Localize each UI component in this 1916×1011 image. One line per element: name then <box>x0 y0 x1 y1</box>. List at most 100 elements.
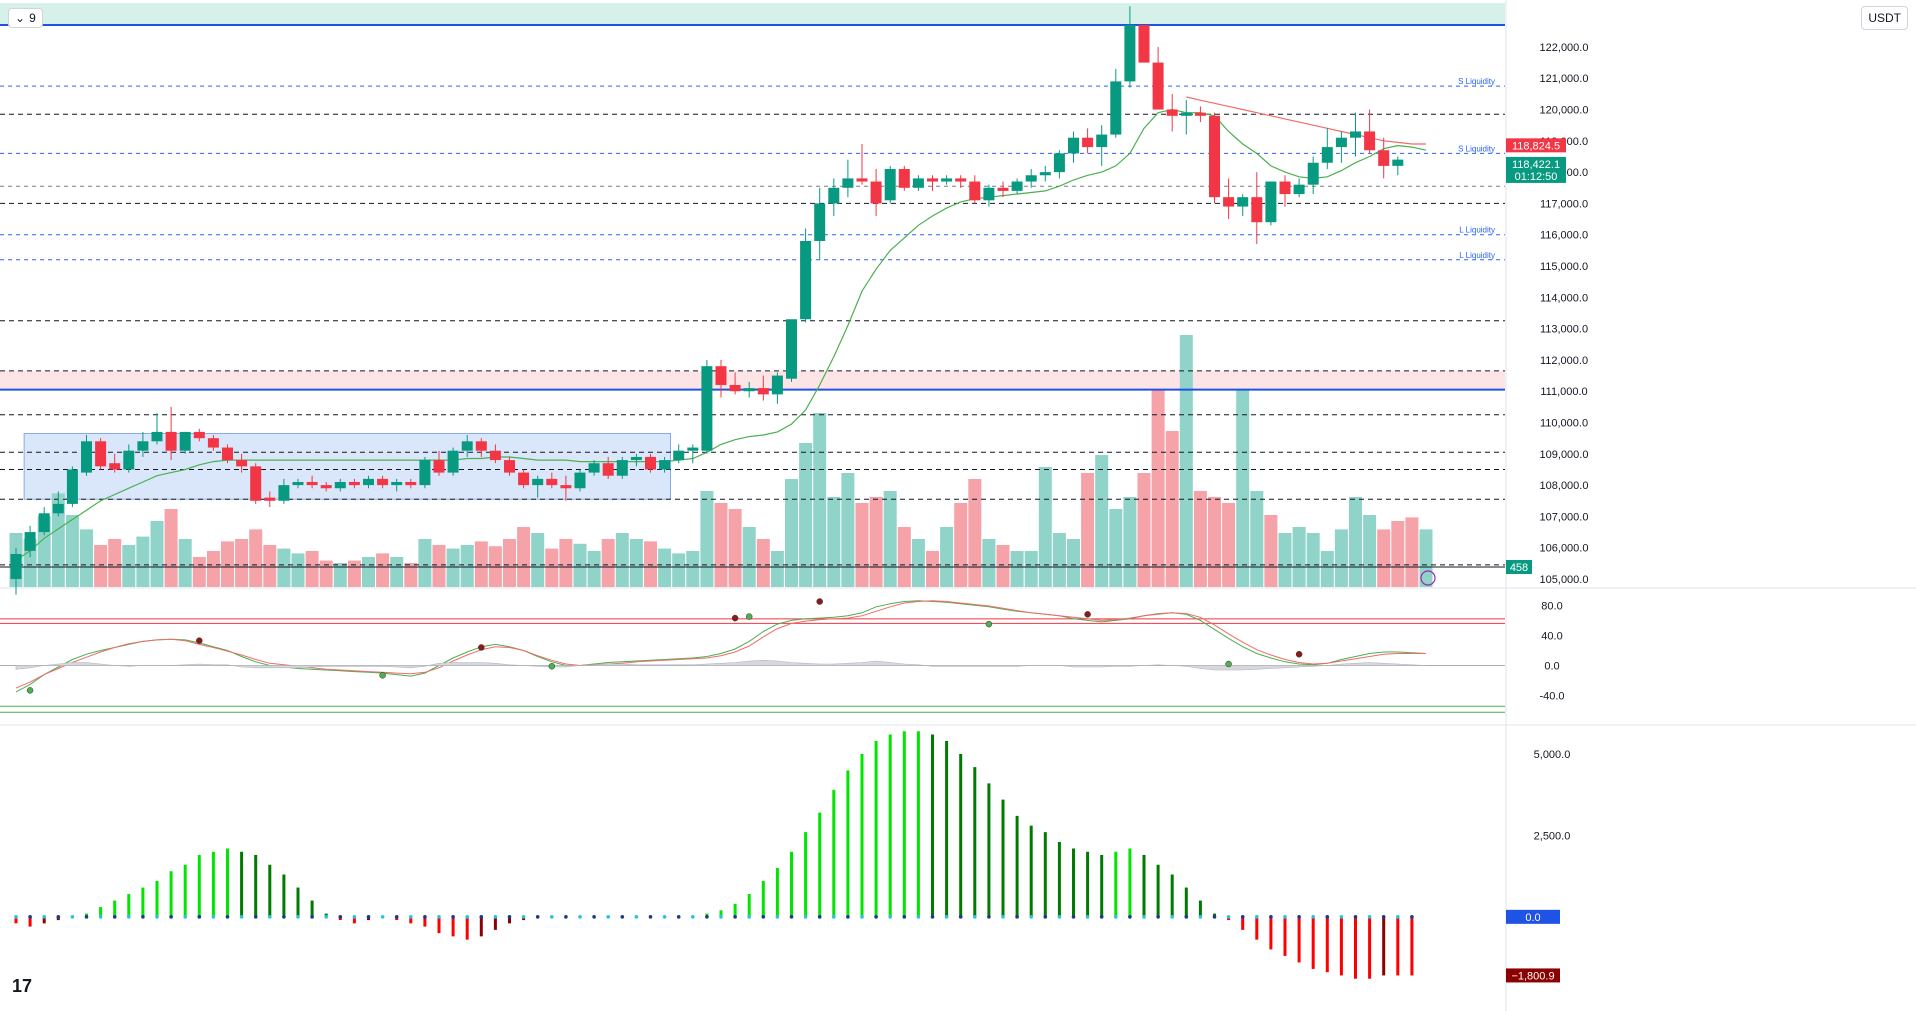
signal-dot <box>747 915 751 919</box>
signal-dot <box>1381 915 1386 919</box>
volume-bar <box>742 527 756 587</box>
signal-dot <box>127 915 131 919</box>
candle <box>264 491 276 508</box>
signal-dot <box>832 915 836 919</box>
candle-body <box>1110 81 1122 135</box>
candle-body <box>377 478 389 486</box>
candle <box>433 450 445 476</box>
volume-bar <box>390 557 404 587</box>
volume-bar <box>841 473 855 587</box>
candle-body <box>856 178 868 182</box>
volume-value-badge <box>1506 560 1532 574</box>
oscillator-histogram-area <box>15 659 1427 671</box>
candle <box>1350 112 1361 157</box>
signal-dot <box>634 915 639 919</box>
candle <box>123 444 135 473</box>
signal-dot <box>239 915 244 919</box>
candle-body <box>1180 112 1192 116</box>
candle <box>1053 150 1065 179</box>
candle-body <box>983 187 995 201</box>
histogram-value-label: 0.0 <box>1525 912 1540 924</box>
volume-bar <box>629 539 643 587</box>
candle <box>222 444 233 464</box>
candle-body <box>941 178 953 182</box>
signal-dot <box>761 915 766 919</box>
candle-body <box>348 481 360 486</box>
candle <box>856 143 868 185</box>
oscillator-tick-label: -40.0 <box>1539 691 1564 703</box>
candle-body <box>842 178 854 188</box>
price-label-text: 118,824.5 <box>1512 140 1560 152</box>
candle <box>447 447 459 476</box>
candle-body <box>81 441 92 473</box>
candle-body <box>969 181 981 201</box>
price-tick-label: 109,000.0 <box>1540 449 1589 461</box>
signal-dot <box>1057 915 1062 919</box>
candle <box>1223 178 1235 220</box>
candle-body <box>659 460 671 470</box>
candle <box>814 187 826 260</box>
candle-body <box>1251 197 1263 223</box>
candle-body <box>532 478 544 486</box>
candle <box>941 175 953 185</box>
candle <box>38 507 50 536</box>
candle <box>687 444 699 464</box>
oscillator-tick-label: 80.0 <box>1541 600 1562 612</box>
candle <box>828 178 840 216</box>
volume-bar <box>1222 503 1236 587</box>
candle-body <box>630 456 642 461</box>
volume-bar <box>728 509 742 587</box>
candle <box>1307 156 1319 195</box>
candle-body <box>1279 181 1291 195</box>
candle <box>137 431 149 457</box>
signal-dot <box>860 915 864 919</box>
signal-dot <box>958 915 963 919</box>
signal-dot <box>1212 915 1217 919</box>
price-tick-label: 120,000.0 <box>1540 105 1589 117</box>
signal-dot <box>874 915 878 919</box>
candle-body <box>616 460 628 476</box>
volume-bar <box>1024 551 1038 587</box>
volume-bar <box>235 539 249 587</box>
volume-bar <box>658 548 672 587</box>
signal-dot <box>1297 915 1301 919</box>
volume-bar <box>362 557 375 587</box>
candle <box>898 165 910 191</box>
candle <box>701 359 713 454</box>
candle-body <box>109 463 121 470</box>
candle <box>377 475 389 489</box>
candle-body <box>1025 175 1037 182</box>
candle <box>771 372 783 404</box>
signal-dot <box>493 915 498 919</box>
crossover-marker <box>1084 611 1091 618</box>
candle-body <box>588 463 600 473</box>
candle <box>602 456 614 479</box>
volume-bar <box>897 527 911 587</box>
candle-body <box>786 319 797 379</box>
candle <box>532 475 544 498</box>
indicator-collapse-button[interactable]: ⌄ 9 <box>8 8 43 28</box>
candle-body <box>363 478 374 486</box>
volume-bar <box>333 563 347 587</box>
candle <box>1011 178 1023 195</box>
volume-bar <box>813 413 827 587</box>
candle-body <box>870 181 882 204</box>
signal-dot <box>1128 915 1132 919</box>
candle <box>363 475 374 489</box>
volume-value-label: 458 <box>1510 562 1528 574</box>
price-tick-label: 106,000.0 <box>1540 543 1589 555</box>
crossover-marker <box>745 613 753 620</box>
candle-body <box>1124 25 1136 82</box>
signal-dot <box>451 915 455 919</box>
candle <box>1096 125 1108 166</box>
volume-bar <box>700 491 714 587</box>
candle-body <box>264 497 276 501</box>
candle <box>489 444 501 464</box>
candle-body <box>24 532 36 551</box>
candle-body <box>927 178 938 182</box>
crossover-marker <box>26 687 34 694</box>
candle-body <box>771 375 783 395</box>
signal-dot <box>578 915 582 919</box>
currency-selector[interactable]: USDT <box>1861 6 1908 30</box>
